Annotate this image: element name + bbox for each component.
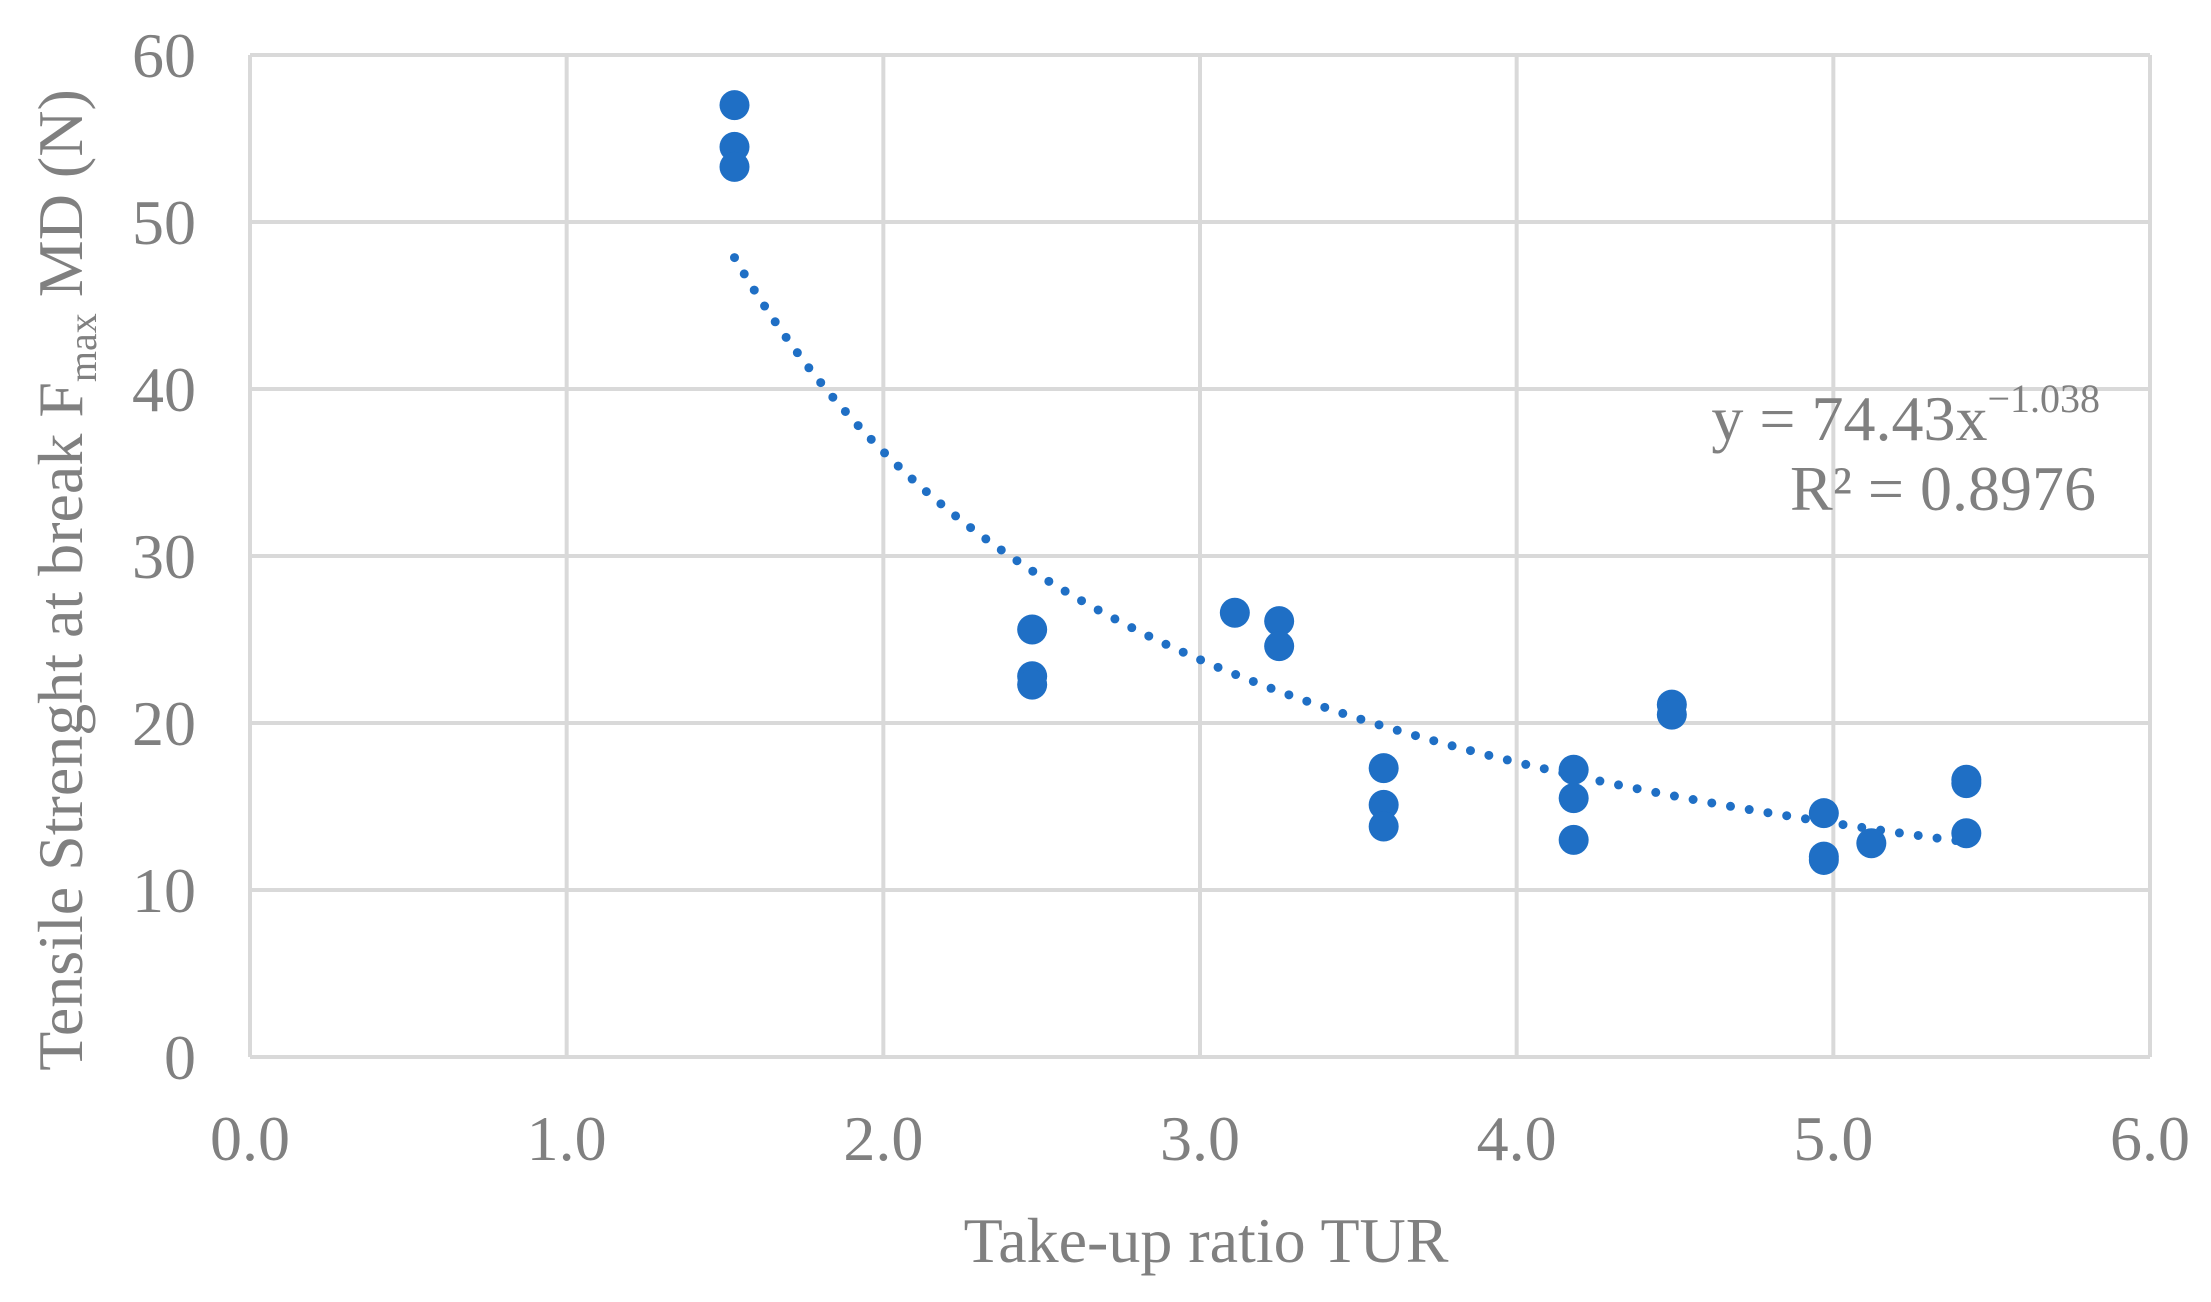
data-point — [1368, 753, 1399, 784]
x-tick-label: 5.0 — [1793, 1103, 1873, 1174]
x-axis-label: Take-up ratio TUR — [964, 1205, 1449, 1276]
x-tick-label: 0.0 — [210, 1103, 290, 1174]
y-axis-label-main: Tensile Strenght at break F — [25, 382, 96, 1071]
y-axis-label: Tensile Strenght at break Fmax MD (N) — [25, 89, 105, 1071]
data-point — [1017, 669, 1048, 700]
x-tick-label: 2.0 — [843, 1103, 923, 1174]
y-tick-label: 30 — [132, 521, 196, 592]
data-point — [1264, 606, 1295, 637]
x-tick-label: 1.0 — [527, 1103, 607, 1174]
y-tick-label: 50 — [132, 187, 196, 258]
data-point — [1368, 811, 1399, 842]
y-axis-label-unit: MD (N) — [25, 89, 96, 313]
data-point — [1951, 768, 1982, 799]
data-point — [1558, 754, 1589, 785]
y-axis-label-subscript: max — [60, 313, 105, 382]
trendline — [730, 253, 1971, 847]
x-tick-label: 3.0 — [1160, 1103, 1240, 1174]
data-point — [1808, 798, 1839, 829]
data-point — [1219, 597, 1250, 628]
data-point — [1808, 844, 1839, 875]
x-axis-tick-labels: 0.0 1.0 2.0 3.0 4.0 5.0 6.0 — [210, 1103, 2190, 1174]
y-tick-label: 60 — [132, 20, 196, 91]
y-tick-label: 20 — [132, 688, 196, 759]
data-point — [1368, 789, 1399, 820]
trendline-r-squared: R² = 0.8976 — [1790, 453, 2096, 524]
x-tick-label: 6.0 — [2110, 1103, 2190, 1174]
trendline-equation-base: y = 74.43x — [1711, 383, 1987, 454]
trendline-equation-exponent: −1.038 — [1987, 376, 2100, 421]
y-tick-label: 10 — [132, 855, 196, 926]
y-axis-tick-labels: 0 10 20 30 40 50 60 — [132, 20, 196, 1093]
data-point — [1951, 818, 1982, 849]
data-point — [1017, 614, 1048, 645]
data-point — [719, 151, 750, 182]
data-points — [719, 90, 1982, 875]
data-point — [1264, 631, 1295, 662]
data-point — [1558, 783, 1589, 814]
data-point — [1856, 828, 1887, 859]
y-tick-label: 0 — [164, 1022, 196, 1093]
trendline-equation: y = 74.43x−1.038 — [1711, 376, 2100, 454]
y-tick-label: 40 — [132, 354, 196, 425]
x-tick-label: 4.0 — [1477, 1103, 1557, 1174]
data-point — [1558, 824, 1589, 855]
data-point — [719, 90, 750, 121]
gridlines — [248, 53, 2152, 1059]
data-point — [1656, 699, 1687, 730]
